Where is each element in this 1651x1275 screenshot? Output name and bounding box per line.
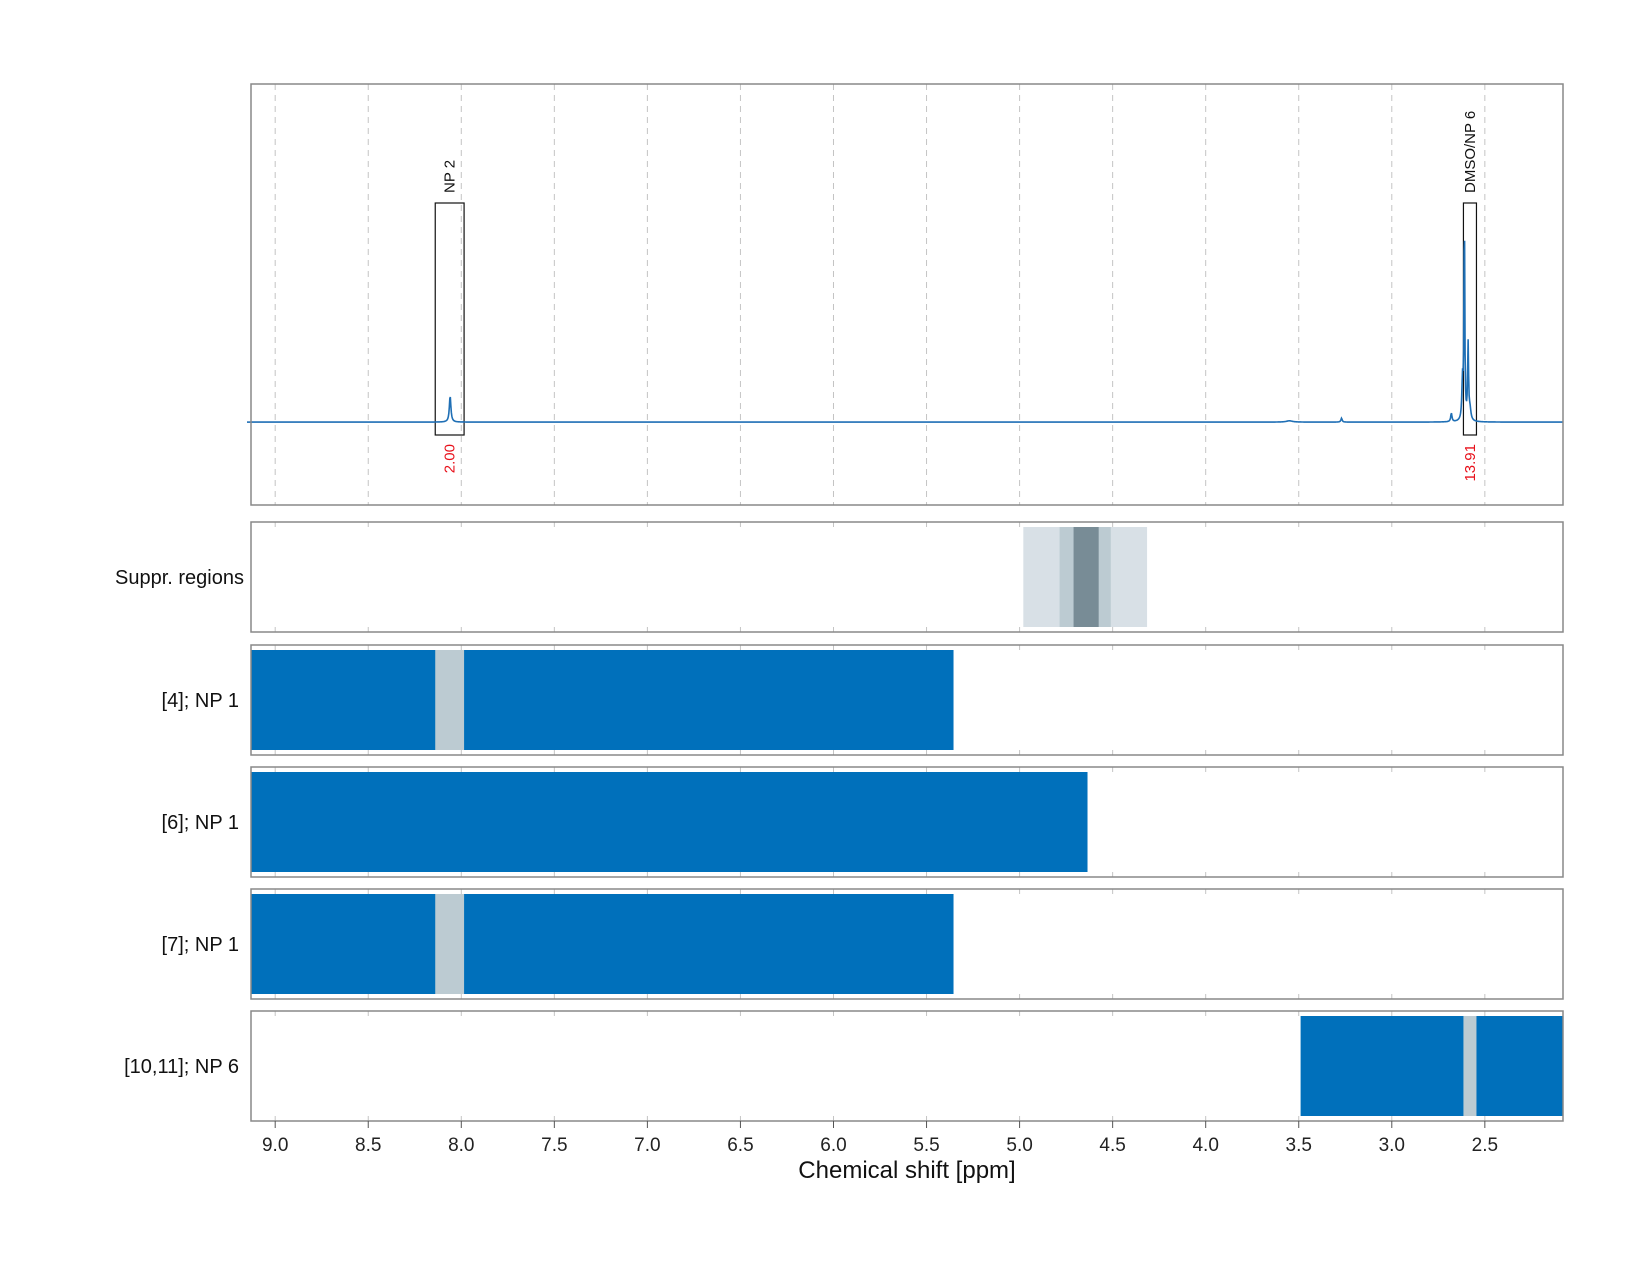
row-label: [4]; NP 1 xyxy=(162,690,239,712)
range-row-frame xyxy=(250,1010,1564,1122)
range-bar xyxy=(251,772,1088,872)
range-row-frame xyxy=(250,644,1564,756)
x-tick-label: 5.0 xyxy=(1006,1135,1032,1156)
x-tick-label: 3.5 xyxy=(1286,1135,1312,1156)
range-bar xyxy=(1300,1016,1563,1116)
range-bar xyxy=(251,650,954,750)
x-tick-label: 7.5 xyxy=(541,1135,567,1156)
x-tick-label: 5.5 xyxy=(913,1135,939,1156)
x-tick-label: 8.0 xyxy=(448,1135,474,1156)
peak-label: NP 2 xyxy=(442,160,459,193)
integral-value: 2.00 xyxy=(442,444,459,473)
x-tick-label: 4.5 xyxy=(1099,1135,1125,1156)
range-bar xyxy=(251,894,954,994)
row-label: [6]; NP 1 xyxy=(162,812,239,834)
integral-value: 13.91 xyxy=(1462,444,1479,482)
spectrum-trace xyxy=(251,240,1563,423)
range-row-frame xyxy=(250,766,1564,878)
x-tick-label: 6.5 xyxy=(727,1135,753,1156)
peak-label: DMSO/NP 6 xyxy=(1462,111,1479,193)
x-tick-label: 3.0 xyxy=(1379,1135,1405,1156)
row-label: Suppr. regions xyxy=(115,567,244,589)
x-tick-label: 6.0 xyxy=(820,1135,846,1156)
row-label: [10,11]; NP 6 xyxy=(124,1056,239,1078)
suppression-band xyxy=(1073,527,1099,627)
x-tick-label: 4.0 xyxy=(1192,1135,1218,1156)
range-row-frame xyxy=(250,888,1564,1000)
overlap-band xyxy=(1463,1016,1477,1116)
x-tick-label: 9.0 xyxy=(262,1135,288,1156)
x-tick-label: 2.5 xyxy=(1472,1135,1498,1156)
suppression-panel-frame xyxy=(250,521,1564,633)
x-axis-title: Chemical shift [ppm] xyxy=(798,1157,1015,1184)
overlap-band xyxy=(435,650,465,750)
x-tick-label: 8.5 xyxy=(355,1135,381,1156)
x-tick-label: 7.0 xyxy=(634,1135,660,1156)
overlap-band xyxy=(435,894,465,994)
peak-range-box xyxy=(434,202,465,436)
row-label: [7]; NP 1 xyxy=(162,934,239,956)
spectrum-panel-frame xyxy=(250,83,1564,506)
